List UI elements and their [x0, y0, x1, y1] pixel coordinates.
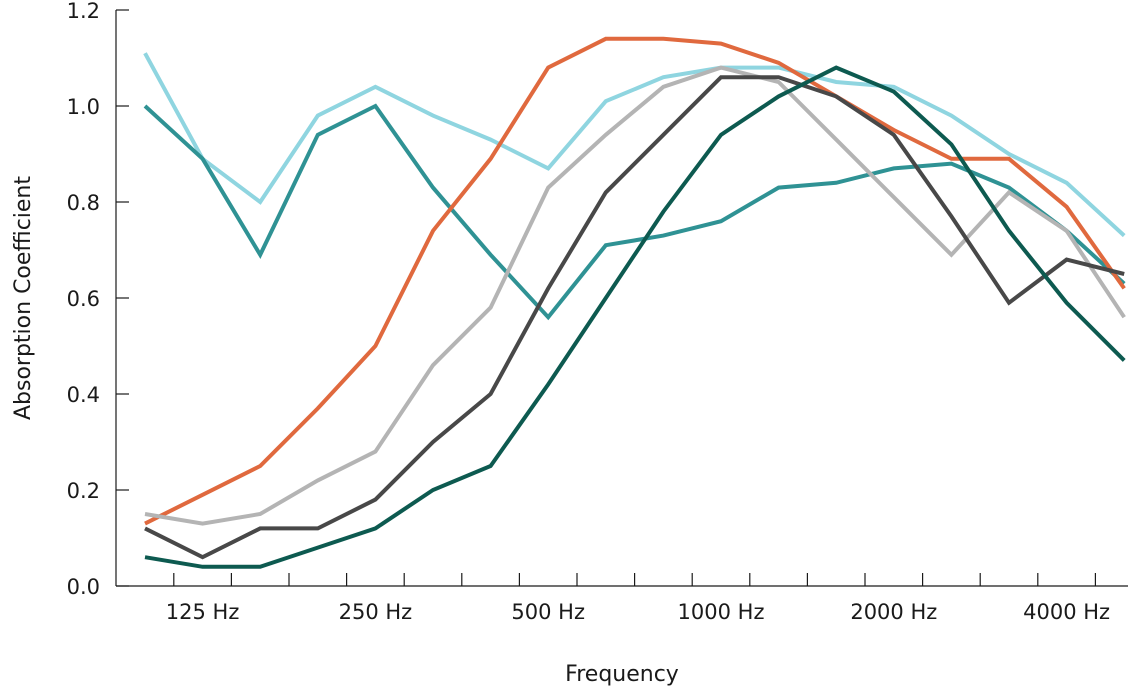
x-axis-title: Frequency — [565, 662, 679, 687]
y-tick-label: 0.6 — [67, 287, 100, 311]
y-tick-label: 0.8 — [67, 191, 100, 215]
x-tick-label: 250 Hz — [339, 600, 413, 624]
y-tick-label: 1.2 — [67, 0, 100, 23]
series-line-4 — [144, 65, 1126, 526]
y-tick-label: 0.0 — [67, 575, 100, 599]
series-line-2 — [143, 103, 1126, 321]
series-line-5 — [144, 75, 1125, 560]
series-line-6 — [144, 65, 1126, 569]
y-tick-label: 1.0 — [67, 95, 100, 119]
series-line-1 — [143, 52, 1126, 238]
series-layer — [143, 36, 1126, 569]
x-tick-label: 125 Hz — [166, 600, 240, 624]
x-ticks: 125 Hz 250 Hz 500 Hz 1000 Hz 2000 Hz 4000 Hz — [166, 573, 1110, 624]
y-tick-label: 0.4 — [67, 383, 100, 407]
y-tick-label: 0.2 — [67, 479, 100, 503]
x-tick-label: 2000 Hz — [850, 600, 937, 624]
y-ticks: 0.0 0.2 0.4 0.6 0.8 1.0 1.2 — [67, 0, 129, 599]
x-tick-label: 1000 Hz — [678, 600, 765, 624]
y-axis-title: Absorption Coefficient — [11, 176, 36, 420]
x-tick-label: 4000 Hz — [1023, 600, 1110, 624]
x-tick-label: 500 Hz — [511, 600, 585, 624]
